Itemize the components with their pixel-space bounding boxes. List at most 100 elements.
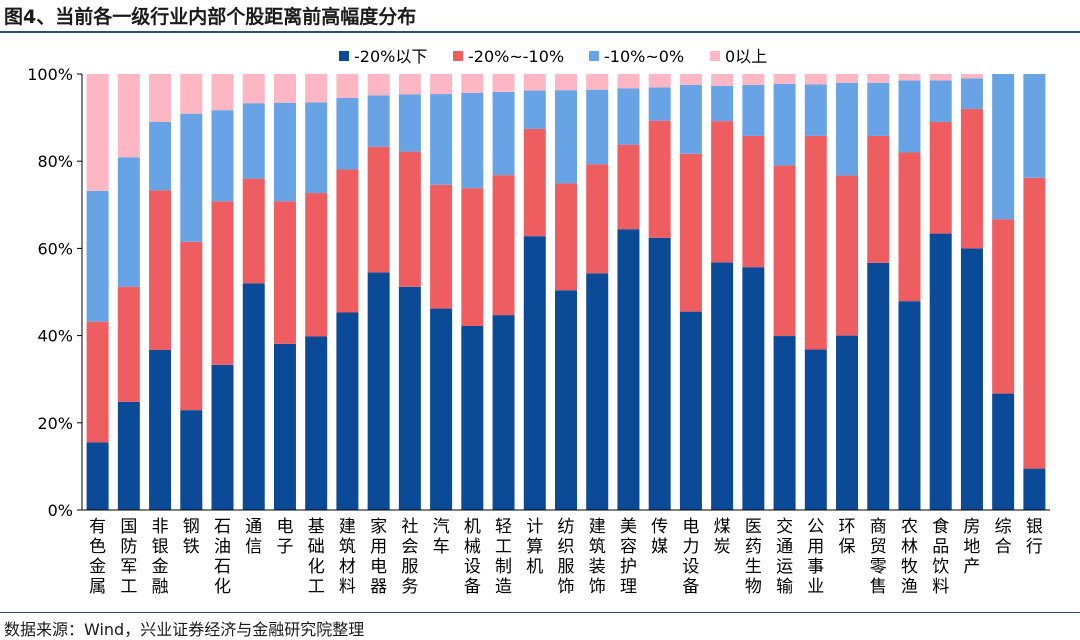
bar-segment (679, 84, 702, 154)
bar-segment (242, 283, 265, 510)
bar-stack (305, 74, 328, 510)
bar-segment (367, 272, 390, 510)
bar-segment (960, 108, 983, 249)
x-tick-label: 煤炭 (714, 517, 731, 557)
bar-segment (273, 102, 296, 202)
title-divider (0, 31, 1080, 33)
bar-segment (773, 336, 796, 510)
bar-segment (836, 175, 859, 336)
bar-segment (242, 103, 265, 179)
bar-segment (273, 343, 296, 510)
x-tick-label: 电力设备 (682, 517, 699, 597)
bar-segment (773, 84, 796, 166)
x-tick-label: 电子 (276, 517, 293, 557)
bar-segment (86, 321, 109, 443)
bar-segment (523, 236, 546, 510)
x-tick-label: 环保 (839, 517, 856, 557)
bar-segment (929, 74, 952, 81)
x-tick-label: 国防军工 (120, 517, 137, 597)
bar-segment (617, 74, 640, 89)
legend-swatch (710, 51, 720, 61)
bar-stack (804, 74, 827, 510)
bar-segment (211, 74, 234, 111)
x-tick-label: 食品饮料 (932, 517, 949, 597)
bar-segment (898, 74, 921, 81)
bar-stack (273, 74, 296, 510)
bar-segment (742, 135, 765, 268)
bar-segment (398, 94, 421, 152)
bar-stack (367, 74, 390, 510)
x-tick-label: 计算机 (526, 517, 543, 577)
bar-stack (86, 74, 109, 510)
bar-segment (555, 90, 577, 184)
y-tick-label: 40% (37, 327, 73, 346)
bar-segment (492, 315, 515, 510)
bar-stack (336, 74, 359, 510)
bar-stack (149, 74, 172, 510)
bar-stack (117, 74, 140, 510)
bar-segment (648, 74, 671, 88)
bar-stack (617, 74, 640, 510)
bar-stack (742, 74, 765, 510)
x-tick-label: 石油石化 (214, 517, 231, 597)
bar-segment (929, 80, 952, 122)
bar-segment (742, 267, 765, 510)
bar-segment (492, 175, 515, 316)
bar-segment (305, 193, 328, 337)
bar-segment (211, 110, 234, 202)
bar-stack (929, 74, 952, 511)
bar-segment (273, 201, 296, 344)
bar-segment (648, 237, 671, 510)
bar-stack (773, 74, 796, 510)
y-tick-label: 0% (48, 501, 73, 520)
bar-segment (430, 94, 453, 185)
bar-segment (679, 153, 702, 312)
bar-segment (711, 262, 734, 510)
bar-segment (960, 74, 983, 79)
bar-segment (149, 121, 172, 191)
bar-segment (492, 91, 515, 176)
y-tick-label: 60% (37, 239, 73, 258)
bar-segment (492, 74, 515, 92)
bar-segment (992, 74, 1015, 220)
bar-stack (430, 74, 453, 510)
legend-swatch (339, 51, 349, 61)
bar-segment (960, 248, 983, 510)
bar-segment (867, 82, 890, 136)
bar-segment (867, 135, 890, 263)
x-tick-label: 基础化工 (308, 517, 325, 597)
bar-segment (992, 219, 1015, 394)
bar-segment (679, 311, 702, 510)
bar-stack (648, 74, 671, 510)
bar-stack (180, 74, 203, 510)
bar-segment (836, 82, 859, 176)
bar-segment (867, 74, 890, 83)
bar-stack (523, 74, 546, 510)
bar-segment (149, 74, 172, 122)
bar-segment (86, 190, 109, 322)
x-tick-label: 社会服务 (401, 517, 418, 597)
bar-segment (648, 120, 671, 238)
bar-segment (398, 74, 421, 95)
bar-segment (929, 121, 952, 234)
x-tick-label: 机械设备 (464, 517, 481, 597)
bar-stack (898, 74, 921, 510)
bar-segment (242, 74, 265, 104)
bar-segment (149, 349, 172, 510)
bar-segment (86, 74, 109, 191)
bar-stack (398, 74, 421, 510)
x-tick-label: 建筑材料 (339, 517, 356, 597)
y-tick-label: 100% (27, 65, 73, 84)
x-tick-label: 美容护理 (620, 517, 637, 597)
x-tick-label: 农林牧渔 (901, 517, 918, 597)
bar-segment (523, 90, 546, 129)
x-tick-label: 通信 (245, 517, 262, 557)
bar-segment (398, 151, 421, 287)
bar-segment (117, 286, 140, 402)
bar-segment (836, 74, 859, 83)
x-tick-label: 商贸零售 (870, 517, 887, 597)
stacked-bar-chart: -20%以下 -20%~-10% -10%~0% 0以上 0% 20% 40% 60% 80%… (27, 47, 1050, 597)
x-tick-label: 家用电器 (370, 517, 387, 597)
bar-segment (555, 290, 577, 510)
bar-stack (960, 74, 983, 510)
